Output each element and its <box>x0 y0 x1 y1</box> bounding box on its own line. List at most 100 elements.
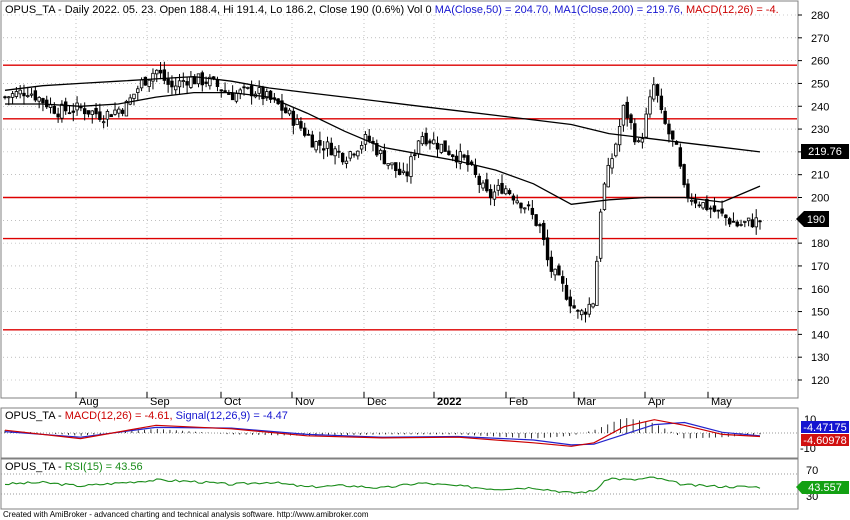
ma50-line <box>5 91 761 205</box>
rsi-line <box>4 476 761 494</box>
candle-body <box>124 100 129 117</box>
candle-body <box>394 162 398 171</box>
candle-body <box>90 110 94 115</box>
candle-body <box>204 81 208 84</box>
candle-body <box>98 111 102 120</box>
rsi-tag: 43.557 <box>796 481 849 494</box>
candle-body <box>291 110 296 126</box>
candle-body <box>488 189 493 199</box>
candle-body <box>223 90 227 93</box>
candle-body <box>136 88 140 93</box>
candle-body <box>572 305 576 309</box>
candle-body <box>3 96 7 99</box>
x-tick-label: Mar <box>577 396 596 408</box>
y-tick-label: 180 <box>811 238 829 250</box>
candle-body <box>155 69 159 75</box>
y-tick-label: 260 <box>811 56 829 68</box>
candle-body <box>340 152 345 163</box>
candle-body <box>397 168 402 176</box>
macd-legend: MACD(12,26) = -4. <box>686 4 779 16</box>
candle-body <box>37 97 41 102</box>
candle-body <box>712 205 717 212</box>
y-tick-label: 240 <box>811 101 829 113</box>
candle-body <box>337 150 341 153</box>
candle-body <box>416 140 421 155</box>
candle-body <box>29 93 34 96</box>
signal-value-label: Signal(12,26,9) = -4.47 <box>176 410 288 422</box>
candle-body <box>485 179 489 192</box>
candle-body <box>500 182 504 194</box>
rsi-title: OPUS_TA - RSI(15) = 43.56 <box>5 461 143 473</box>
macd-title: OPUS_TA - MACD(12,26) = -4.61, Signal(12… <box>5 410 288 422</box>
candle-body <box>166 78 170 85</box>
y-tick-label: 120 <box>811 375 829 387</box>
x-tick-label: Apr <box>648 396 665 408</box>
candle-body <box>652 84 656 100</box>
candle-body <box>200 72 204 86</box>
candle-body <box>356 150 360 157</box>
candle-body <box>41 98 45 104</box>
candle-body <box>727 218 732 225</box>
close-tag-value: 190 <box>807 214 825 226</box>
candle-body <box>462 154 466 158</box>
candle-body <box>120 109 125 114</box>
candle-body <box>158 69 163 74</box>
y-tick-label: 150 <box>811 307 829 319</box>
candle-body <box>420 136 425 145</box>
x-tick-label: Oct <box>224 396 241 408</box>
x-tick-label: Dec <box>367 396 387 408</box>
candle-body <box>257 87 261 94</box>
ma50-legend: MA(Close,50) = 204.70, <box>435 4 555 16</box>
candle-body <box>249 85 254 97</box>
candle-body <box>409 156 413 177</box>
footer-credit: Created with AmiBroker - advanced charti… <box>3 510 369 519</box>
ma200-line <box>4 75 761 153</box>
candle-body <box>382 150 387 165</box>
candle-body <box>561 276 565 284</box>
candle-body <box>7 96 11 99</box>
candle-body <box>401 170 406 173</box>
y-tick-label: 140 <box>811 329 829 341</box>
candle-body <box>708 207 713 210</box>
candle-body <box>686 183 690 199</box>
candle-body <box>242 86 246 89</box>
candle-body <box>549 256 554 272</box>
candle-body <box>295 118 299 126</box>
symbol-label: OPUS_TA <box>5 4 56 16</box>
candle-body <box>181 80 186 82</box>
candle-body <box>557 265 561 276</box>
candle-body <box>564 284 569 300</box>
candle-body <box>754 217 758 228</box>
macd-histogram <box>4 418 761 439</box>
candle-body <box>67 112 72 115</box>
candle-body <box>598 211 603 259</box>
macd-tag: -4.60978 <box>801 434 849 447</box>
candle-body <box>170 80 174 88</box>
candle-body <box>284 107 288 114</box>
y-tick-label: 250 <box>811 78 829 90</box>
candle-body <box>303 127 307 136</box>
candle-body <box>450 154 455 158</box>
candle-body <box>94 107 98 115</box>
candle-body <box>375 143 379 156</box>
candle-body <box>52 105 57 114</box>
candle-body <box>690 199 694 202</box>
candle-body <box>132 93 136 99</box>
candle-body <box>56 113 60 118</box>
candle-body <box>428 140 432 144</box>
candle-body <box>151 72 155 82</box>
candle-body <box>678 147 683 167</box>
candle-body <box>625 101 629 119</box>
candle-body <box>447 150 451 156</box>
x-tick-label: Aug <box>79 396 99 408</box>
candle-body <box>174 85 178 91</box>
x-tick-label: Feb <box>509 396 528 408</box>
candle-body <box>287 109 292 115</box>
candle-body <box>591 303 595 308</box>
candle-body <box>22 92 26 97</box>
svg-text:-4.47175: -4.47175 <box>803 422 846 434</box>
candle-body <box>143 76 148 86</box>
candle-body <box>352 153 356 156</box>
candle-body <box>667 123 671 135</box>
